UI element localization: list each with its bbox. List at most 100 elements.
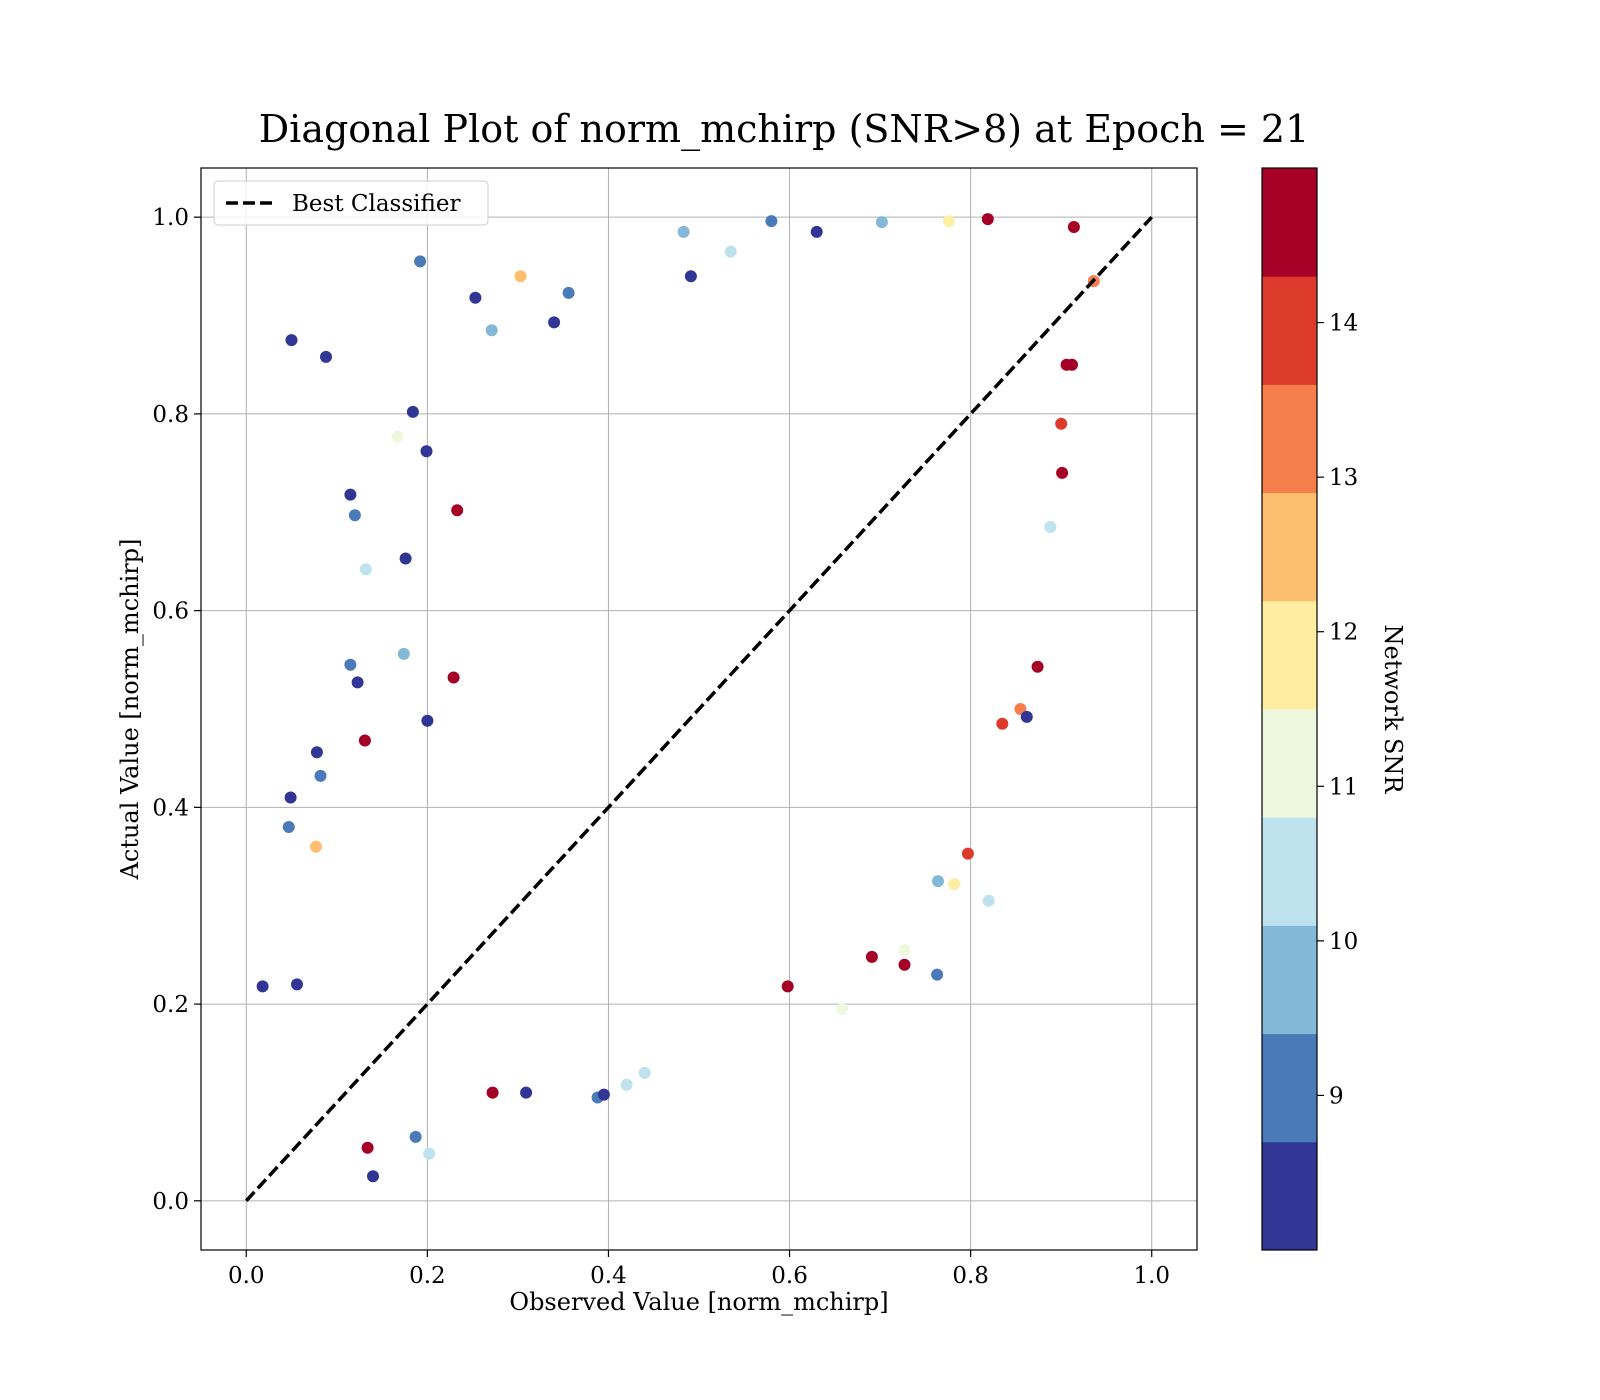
- scatter-point: [447, 671, 460, 684]
- colorbar-tick-label: 10: [1329, 929, 1358, 955]
- scatter-point: [348, 509, 361, 522]
- chart-title: Diagonal Plot of norm_mchirp (SNR>8) at …: [259, 107, 1310, 152]
- scatter-point: [314, 769, 327, 782]
- scatter-point: [996, 717, 1009, 730]
- scatter-point: [597, 1088, 610, 1101]
- scatter-point: [469, 291, 482, 304]
- scatter-point: [781, 980, 794, 993]
- scatter-point: [875, 216, 888, 229]
- scatter-point: [359, 563, 372, 576]
- scatter-point: [421, 714, 434, 727]
- scatter-point: [423, 1147, 436, 1160]
- scatter-point: [367, 1170, 379, 1183]
- plot-frame: [200, 167, 1198, 1251]
- scatter-point: [391, 430, 404, 443]
- x-tick-label: 0.0: [228, 1263, 265, 1289]
- y-tick-label: 0.6: [152, 599, 189, 625]
- scatter-point: [256, 980, 269, 993]
- x-axis-label: Observed Value [norm_mchirp]: [509, 1288, 888, 1316]
- colorbar-segment: [1262, 1033, 1317, 1143]
- scatter-point: [810, 225, 823, 238]
- y-axis-label: Actual Value [norm_mchirp]: [116, 539, 144, 881]
- x-tick-label: 0.4: [590, 1263, 627, 1289]
- colorbar-tick-label: 13: [1329, 465, 1358, 491]
- scatter-point: [1044, 521, 1057, 533]
- scatter-point: [361, 1141, 374, 1154]
- scatter-point: [898, 958, 911, 971]
- scatter-point: [942, 215, 955, 228]
- scatter-point: [677, 225, 690, 238]
- scatter-point: [399, 552, 412, 565]
- colorbar-segment: [1262, 600, 1317, 710]
- x-tick-label: 0.2: [409, 1263, 446, 1289]
- best-classifier-line-layer: [244, 215, 1154, 1203]
- scatter-point: [1056, 466, 1069, 479]
- scatter-point: [898, 944, 911, 956]
- scatter-point: [1067, 221, 1080, 233]
- colorbar-label: Network SNR: [1379, 625, 1407, 795]
- scatter-point: [514, 270, 527, 283]
- axis-ticks: 0.0 0.2 0.4 0.6 0.8 1.0 0.0 0.2 0.4 0.6 0.8 1.0: [152, 205, 1170, 1289]
- legend: Best Classifier: [213, 180, 489, 226]
- colorbar: 9 10 11 12 13 14: [1261, 167, 1358, 1251]
- scatter-point: [620, 1078, 633, 1091]
- scatter-point: [310, 840, 322, 853]
- scatter-point: [284, 791, 297, 804]
- scatter-point: [409, 1130, 422, 1143]
- y-tick-label: 0.4: [152, 795, 189, 821]
- y-tick-label: 0.2: [152, 992, 189, 1018]
- colorbar-tick-label: 14: [1329, 311, 1358, 337]
- scatter-point: [351, 676, 364, 689]
- scatter-point: [451, 504, 464, 517]
- scatter-point: [344, 658, 357, 671]
- colorbar-tick-label: 11: [1329, 774, 1358, 800]
- scatter-point: [282, 821, 295, 833]
- scatter-point: [520, 1086, 533, 1099]
- colorbar-segment: [1262, 276, 1317, 385]
- x-tick-label: 1.0: [1133, 1263, 1170, 1289]
- scatter-point: [981, 213, 994, 226]
- colorbar-segment: [1262, 492, 1317, 602]
- y-tick-label: 0.0: [152, 1189, 189, 1215]
- colorbar-segment: [1262, 709, 1317, 818]
- scatter-point: [724, 245, 737, 258]
- legend-box: [213, 180, 489, 226]
- scatter-point: [344, 488, 357, 501]
- scatter-point: [836, 1003, 849, 1015]
- scatter-point: [1066, 358, 1078, 371]
- scatter-point: [948, 878, 961, 891]
- grid-lines: [201, 168, 1197, 1250]
- scatter-point: [397, 647, 410, 660]
- scatter-point: [548, 316, 561, 329]
- scatter-point: [291, 978, 303, 991]
- colorbar-segment: [1262, 817, 1317, 926]
- scatter-point: [486, 1086, 499, 1099]
- scatter-point: [982, 894, 995, 907]
- scatter-point: [414, 255, 427, 268]
- legend-label-best-classifier: Best Classifier: [292, 191, 460, 217]
- scatter-point: [1055, 417, 1068, 430]
- colorbar-frame: [1261, 167, 1318, 1251]
- x-tick-label: 0.6: [771, 1263, 808, 1289]
- x-tick-label: 0.8: [952, 1263, 989, 1289]
- scatter-point: [420, 445, 433, 458]
- scatter-point: [961, 847, 974, 860]
- best-classifier-line: [244, 215, 1154, 1203]
- colorbar-segment: [1262, 168, 1317, 277]
- scatter-point: [1031, 660, 1044, 673]
- colorbar-tick-label: 9: [1329, 1083, 1344, 1109]
- scatter-point: [310, 746, 323, 759]
- scatter-point: [358, 734, 371, 747]
- scatter-point: [931, 968, 944, 981]
- scatter-point: [765, 215, 778, 228]
- colorbar-segment: [1262, 384, 1317, 494]
- colorbar-segment: [1262, 925, 1317, 1035]
- scatter-point: [485, 324, 498, 337]
- scatter-point: [684, 270, 697, 283]
- scatter-point: [320, 350, 332, 363]
- y-tick-label: 0.8: [152, 402, 189, 428]
- scatter-point: [285, 334, 298, 347]
- scatter-point: [932, 875, 944, 888]
- y-tick-label: 1.0: [152, 205, 189, 231]
